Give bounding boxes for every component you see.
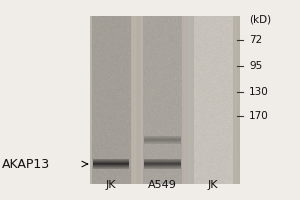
Text: A549: A549: [148, 180, 176, 190]
Text: (kD): (kD): [249, 15, 271, 25]
Text: 130: 130: [249, 87, 269, 97]
Text: JK: JK: [106, 180, 116, 190]
Text: JK: JK: [208, 180, 218, 190]
Text: AKAP13: AKAP13: [2, 158, 50, 170]
Text: 72: 72: [249, 35, 262, 45]
Text: 170: 170: [249, 111, 269, 121]
Text: 95: 95: [249, 61, 262, 71]
